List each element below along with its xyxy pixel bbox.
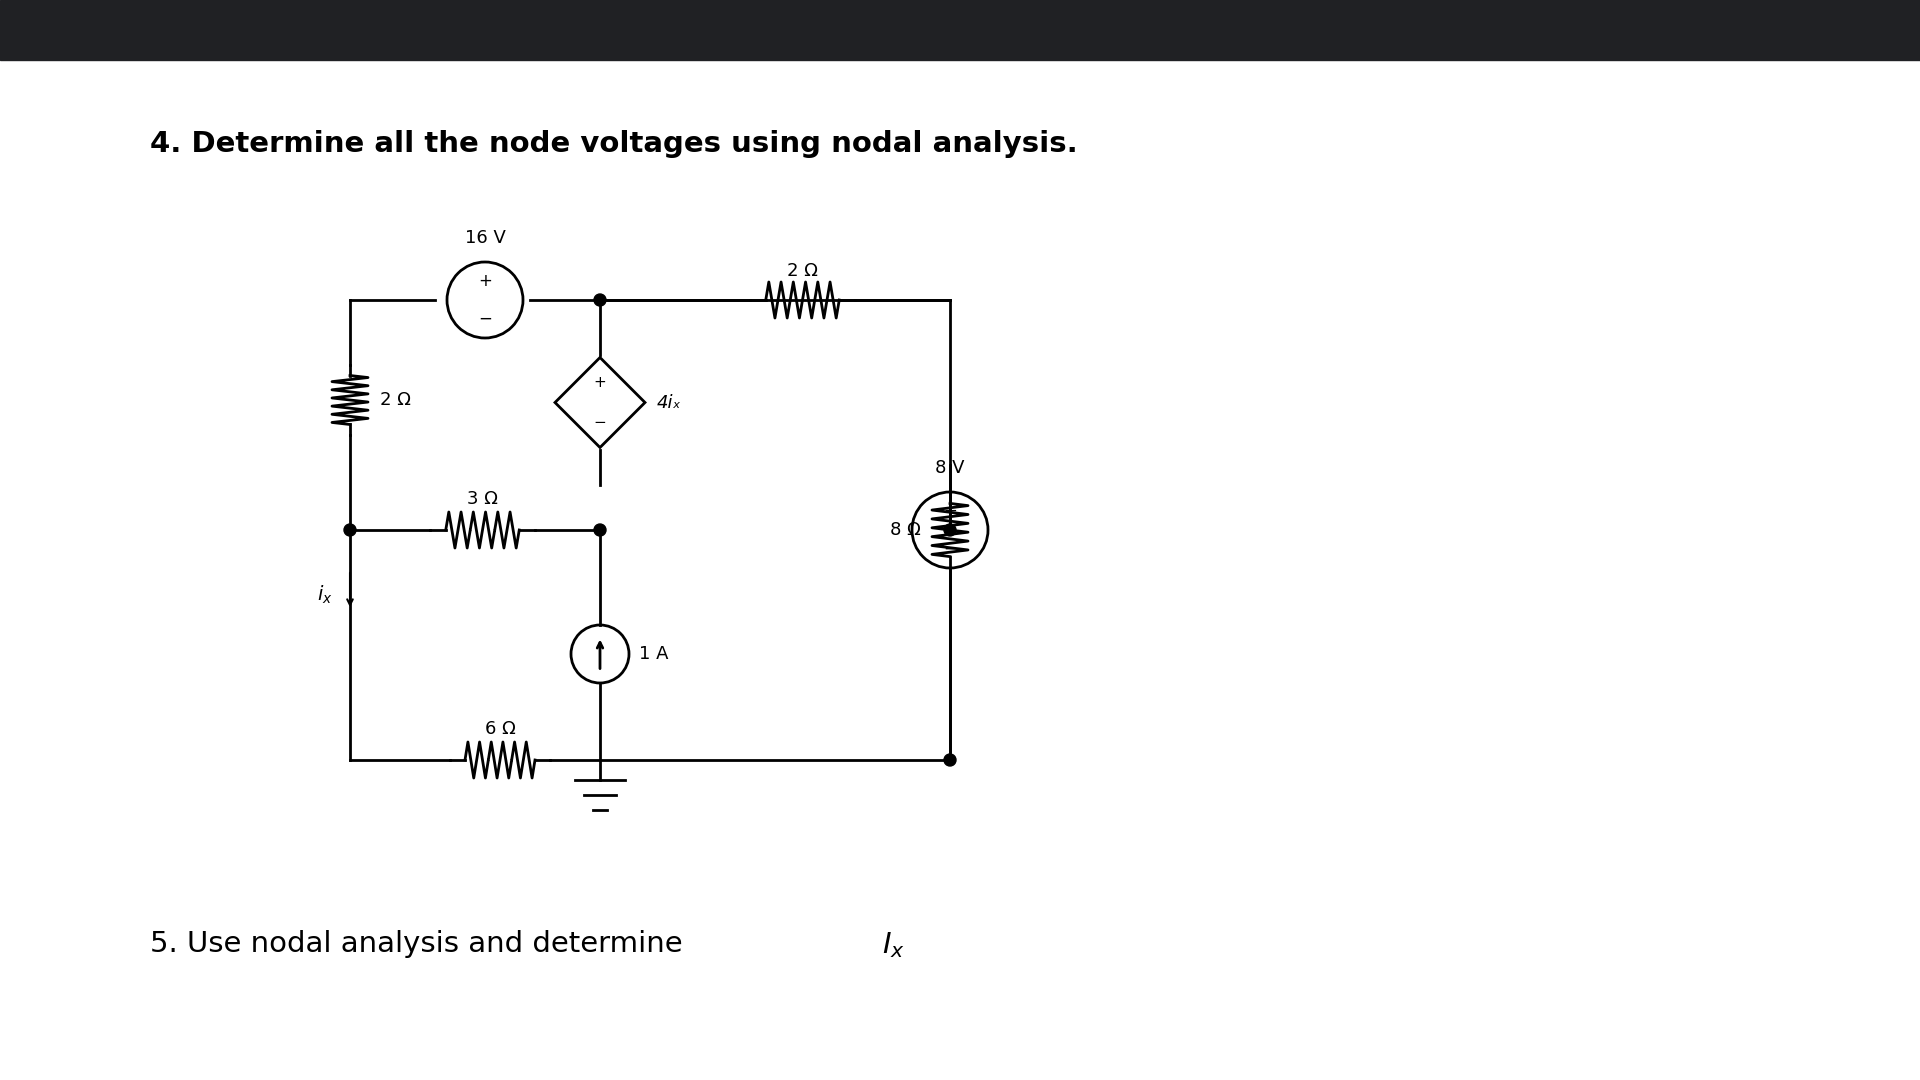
Text: 4iₓ: 4iₓ bbox=[657, 393, 682, 411]
Text: +: + bbox=[593, 375, 607, 390]
Text: +: + bbox=[478, 272, 492, 291]
Text: −: − bbox=[593, 415, 607, 430]
Bar bbox=[0, 0, 1920, 60]
Text: 1 A: 1 A bbox=[639, 645, 668, 663]
Text: −: − bbox=[943, 540, 956, 558]
Text: 8 Ω: 8 Ω bbox=[889, 521, 920, 539]
Text: −: − bbox=[478, 310, 492, 328]
Text: 3 Ω: 3 Ω bbox=[467, 490, 497, 508]
Text: 2 Ω: 2 Ω bbox=[380, 391, 411, 409]
Text: 6 Ω: 6 Ω bbox=[484, 720, 515, 738]
Circle shape bbox=[593, 524, 607, 536]
Text: 4. Determine all the node voltages using nodal analysis.: 4. Determine all the node voltages using… bbox=[150, 130, 1077, 158]
Text: $I_x$: $I_x$ bbox=[881, 930, 904, 960]
Circle shape bbox=[593, 294, 607, 306]
Text: 5. Use nodal analysis and determine: 5. Use nodal analysis and determine bbox=[150, 930, 691, 958]
Circle shape bbox=[945, 754, 956, 766]
Circle shape bbox=[945, 524, 956, 536]
Text: 16 V: 16 V bbox=[465, 229, 505, 247]
Text: $i_x$: $i_x$ bbox=[317, 584, 332, 606]
Text: 8 V: 8 V bbox=[935, 459, 964, 477]
Circle shape bbox=[344, 524, 355, 536]
Text: 2 Ω: 2 Ω bbox=[787, 262, 818, 280]
Text: +: + bbox=[943, 502, 956, 519]
